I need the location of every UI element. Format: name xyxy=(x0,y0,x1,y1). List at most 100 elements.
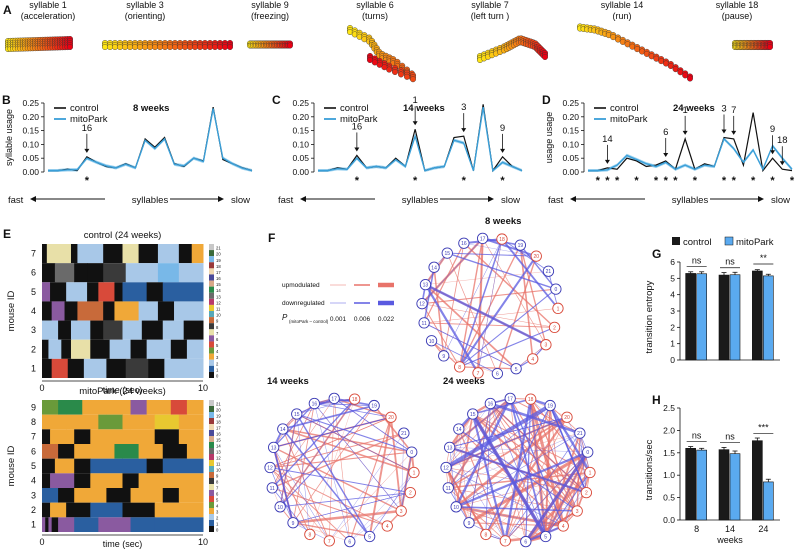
edge-down xyxy=(449,447,506,541)
edge-down xyxy=(443,238,503,356)
significance-star: * xyxy=(751,175,756,187)
legend-color-swatch xyxy=(209,436,214,442)
trajectory-dot xyxy=(211,44,218,51)
ethogram-segment xyxy=(122,473,140,488)
ethogram-segment xyxy=(51,301,66,321)
edge-down xyxy=(424,283,547,346)
edge-down xyxy=(292,492,411,523)
node-label: 13 xyxy=(447,445,453,451)
legend-color-swatch xyxy=(209,371,214,378)
ethogram-segment xyxy=(157,263,180,283)
panel-label: B xyxy=(2,93,11,107)
ethogram-segment xyxy=(186,400,204,415)
edge-up xyxy=(269,416,392,468)
network-node xyxy=(274,501,286,513)
arrow-head xyxy=(500,148,506,153)
series-line-mitoPark xyxy=(318,107,523,172)
arrow-head xyxy=(770,150,776,155)
arrow-head xyxy=(412,121,418,126)
legend-mitopark: mitoPark xyxy=(70,114,108,125)
network-node xyxy=(385,411,397,423)
legend-color-swatch xyxy=(209,466,214,472)
legend-p-sub: (mitoPark – control) xyxy=(289,319,329,324)
legend-color-label: 14 xyxy=(216,288,221,293)
node-label: 15 xyxy=(444,251,450,257)
node-label: 19 xyxy=(547,404,553,410)
edge-down xyxy=(471,413,507,542)
network-node xyxy=(441,247,453,259)
legend-color-label: 11 xyxy=(216,307,221,312)
legend-color-label: 21 xyxy=(216,246,221,251)
network-node xyxy=(561,411,573,423)
network-node xyxy=(440,461,452,474)
bar-mitoPark xyxy=(696,449,707,521)
ethogram-segment xyxy=(157,301,175,321)
edge-up xyxy=(482,238,547,345)
trajectory-dot xyxy=(166,44,173,51)
legend-color-label: 14 xyxy=(216,444,221,449)
network-node xyxy=(453,423,465,435)
ethogram-segment xyxy=(50,282,67,302)
legend-color-label: 20 xyxy=(216,408,221,413)
legend-color-swatch xyxy=(209,256,214,263)
legend-color-swatch xyxy=(209,406,214,412)
ethogram-segment xyxy=(154,414,180,430)
legend-color-swatch xyxy=(209,460,214,466)
edge-down xyxy=(349,492,411,542)
edge-up xyxy=(529,398,565,527)
syllable-name: syllable 3 xyxy=(126,0,164,10)
ethogram-segment xyxy=(74,263,88,283)
node-label: 17 xyxy=(331,396,337,402)
ethogram-segment xyxy=(90,458,123,474)
node-label: 20 xyxy=(533,254,539,260)
edge-up xyxy=(496,255,537,374)
mouse-id-label: 6 xyxy=(31,446,36,456)
network-node xyxy=(520,535,532,548)
ethogram-segment xyxy=(61,339,72,359)
y-tick-label: 0.05 xyxy=(292,153,309,163)
bar-mitoPark xyxy=(729,453,741,521)
ethogram-segment xyxy=(106,488,132,503)
legend-p-label: P xyxy=(282,313,288,322)
ethogram-segment xyxy=(130,488,164,503)
node-label: 9 xyxy=(468,521,471,527)
y-tick-label: 0.25 xyxy=(22,98,39,108)
ethogram-segment xyxy=(178,488,204,503)
trajectory-dot xyxy=(191,44,198,51)
mouse-id-label: 1 xyxy=(31,363,36,373)
node-label: 5 xyxy=(368,534,371,540)
node-label: 5 xyxy=(515,367,518,373)
edge-up xyxy=(524,471,591,543)
edge-down xyxy=(449,447,588,453)
panel-label: D xyxy=(542,93,551,107)
arrow-head xyxy=(731,130,737,135)
y-tick-label: 6 xyxy=(670,257,675,267)
node-label: 5 xyxy=(544,534,547,540)
ethogram-segment xyxy=(186,444,204,459)
edge-down xyxy=(279,405,375,508)
network-node xyxy=(450,501,462,513)
legend-color-label: 0 xyxy=(216,528,219,533)
ethogram-segment xyxy=(122,244,140,264)
node-label: 12 xyxy=(267,466,273,472)
x-arrow-head xyxy=(218,196,224,202)
legend-color-swatch xyxy=(209,292,214,299)
x-axis-label: syllables xyxy=(402,195,439,206)
arrow-head xyxy=(721,129,727,134)
arrow-head xyxy=(604,159,610,164)
ethogram-segment xyxy=(90,339,111,359)
bar-mitoPark xyxy=(696,273,707,361)
node-label: 7 xyxy=(328,539,331,545)
edge-up xyxy=(447,416,568,489)
edge-down xyxy=(468,403,491,523)
y-tick-label: 0.10 xyxy=(22,139,39,149)
legend-color-swatch xyxy=(209,323,214,330)
legend-color-swatch xyxy=(209,304,214,311)
node-label: 6 xyxy=(348,540,351,546)
syllable-desc: (run) xyxy=(612,11,631,21)
legend-color-label: 20 xyxy=(216,252,221,257)
edge-down xyxy=(566,417,591,473)
legend-color-swatch xyxy=(209,490,214,496)
legend-color-swatch xyxy=(209,412,214,418)
